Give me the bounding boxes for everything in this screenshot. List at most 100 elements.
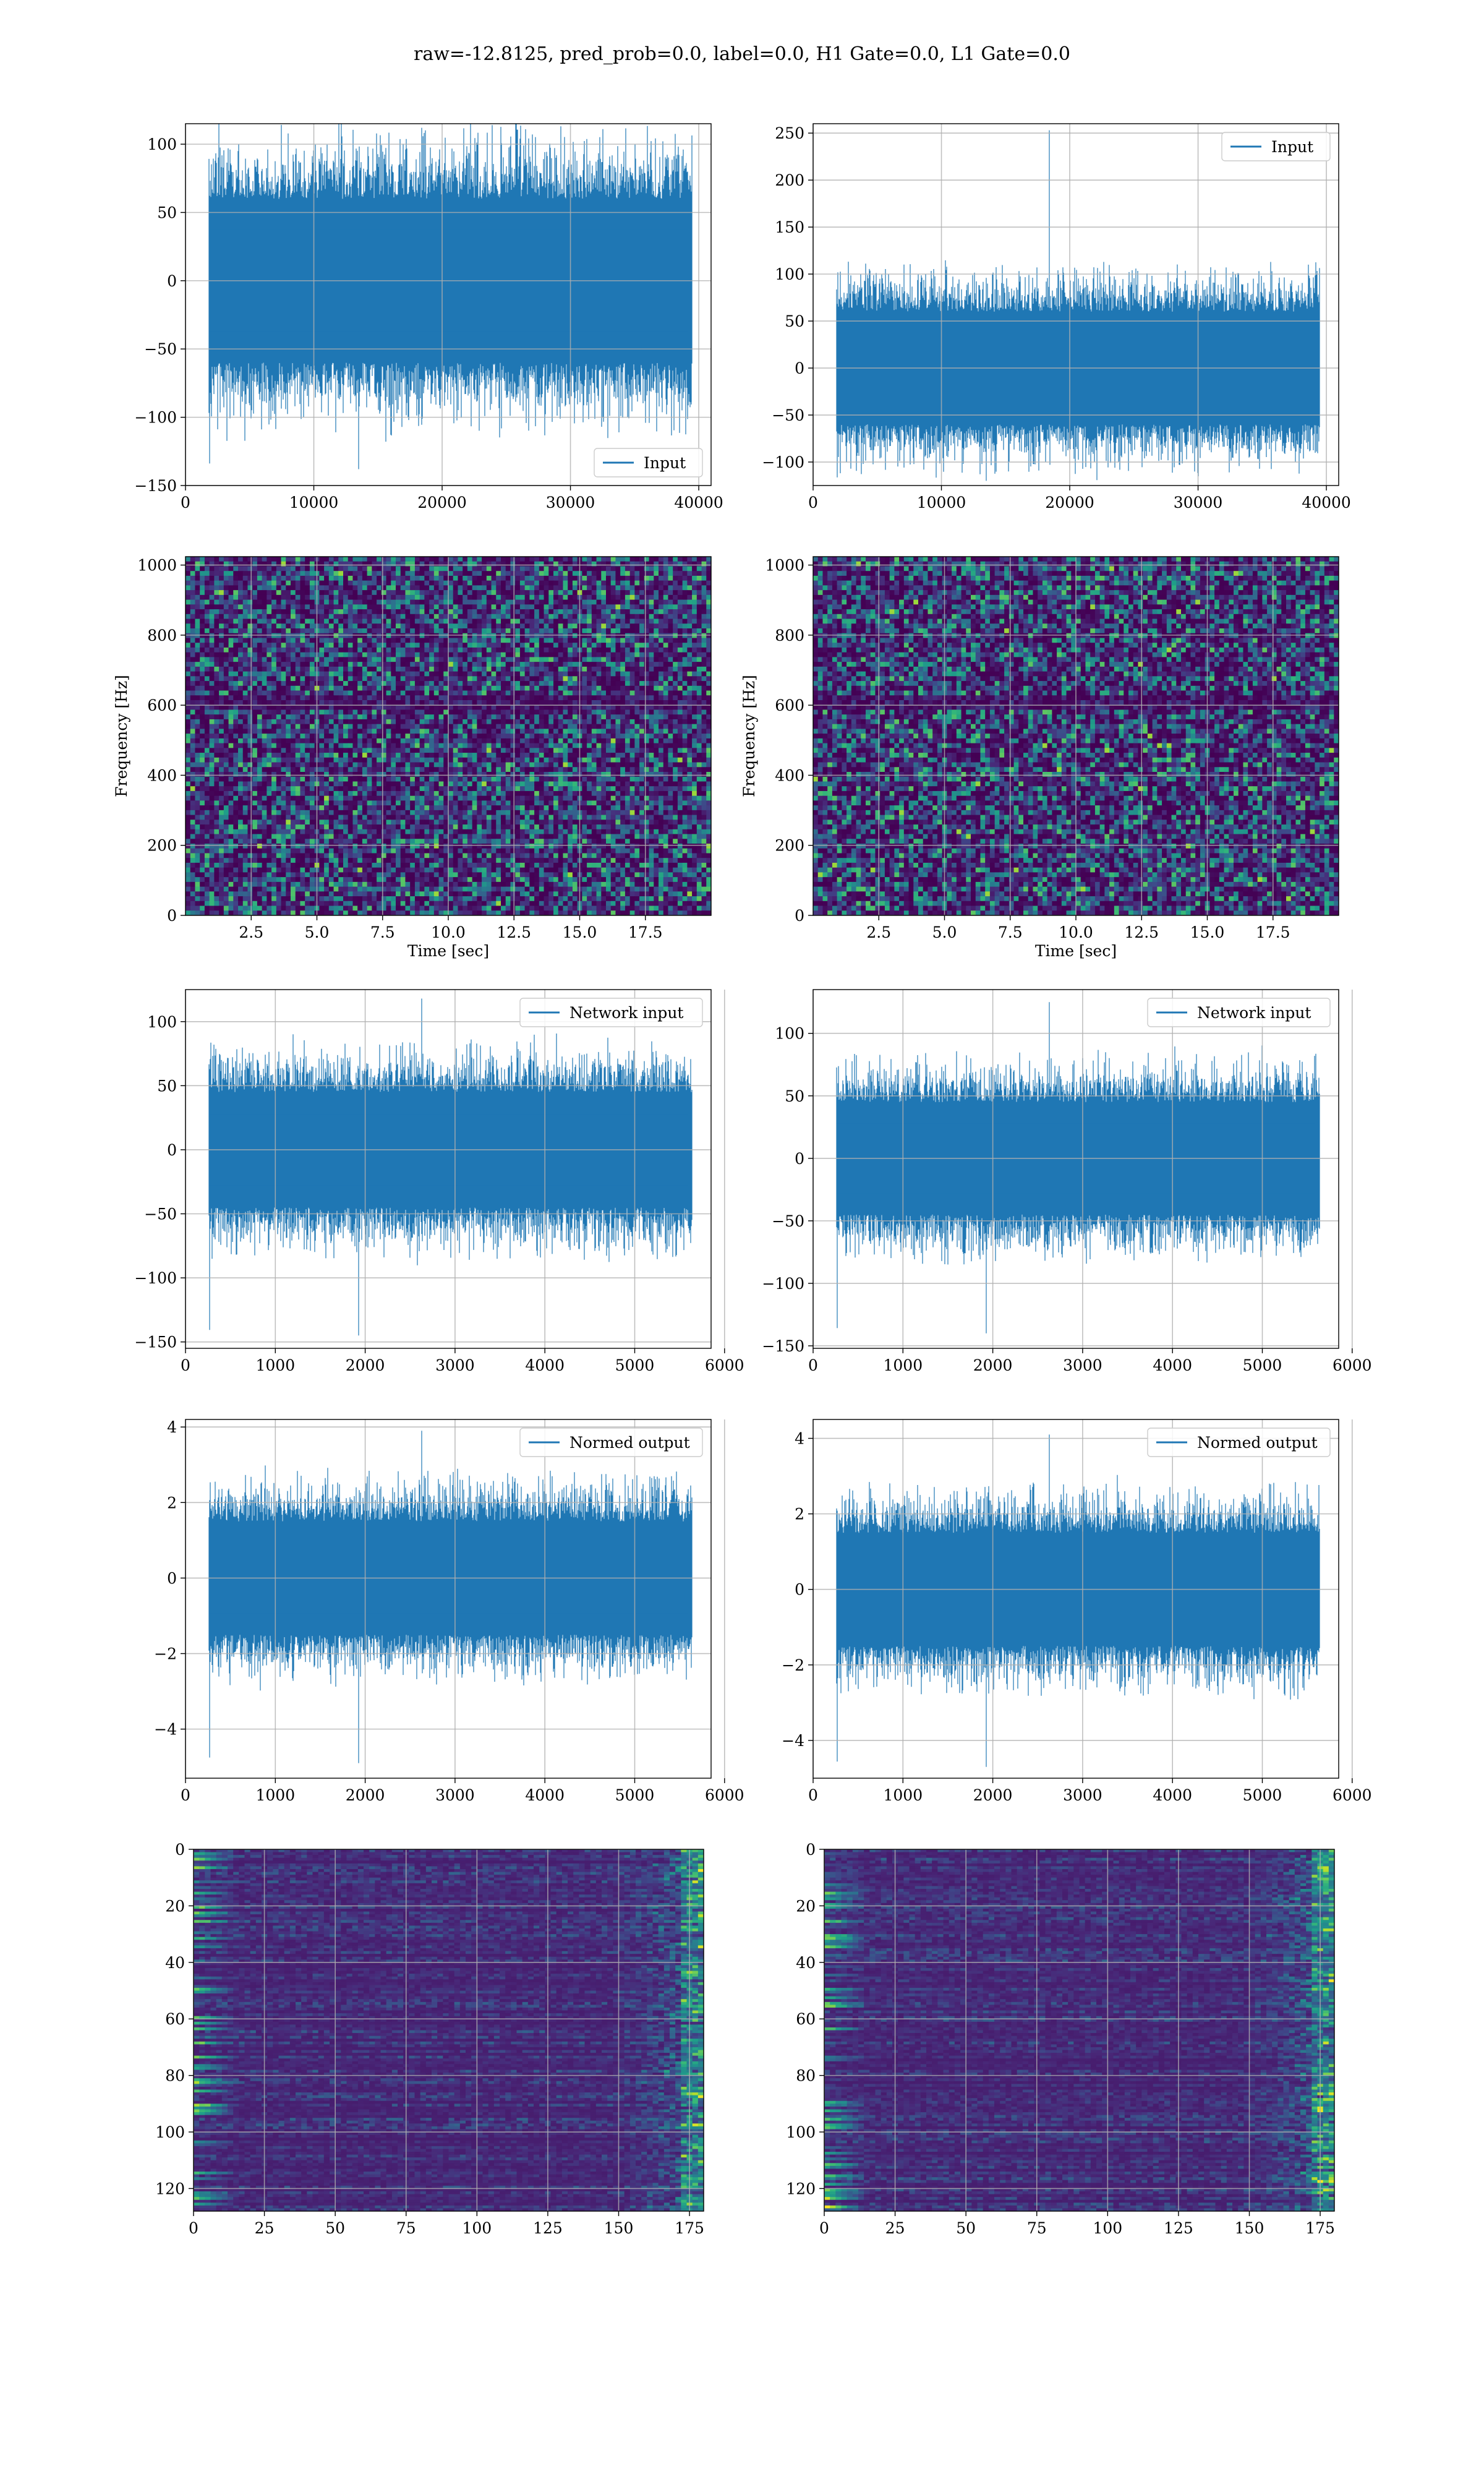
x-tick-label: 0 <box>181 1356 190 1374</box>
legend: Network input <box>519 998 703 1027</box>
axes-frame <box>812 1419 1339 1779</box>
y-tick-label: 4 <box>795 1430 804 1448</box>
plot-area <box>836 130 1320 481</box>
y-tick-label: −150 <box>134 1333 177 1351</box>
axes-frame <box>812 123 1339 486</box>
plot-area <box>208 124 693 469</box>
x-tick-label: 0 <box>181 494 190 511</box>
x-tick-label: 2000 <box>346 1786 385 1804</box>
y-tick-label: 0 <box>795 359 804 377</box>
x-tick-label: 15.0 <box>1190 923 1225 941</box>
x-tick-label: 2.5 <box>239 923 263 941</box>
y-tick-label: 200 <box>147 837 177 855</box>
axes-frame <box>193 1849 704 2212</box>
x-tick-label: 40000 <box>1302 494 1351 511</box>
x-tick-label: 75 <box>1027 2219 1047 2237</box>
x-tick-label: 15.0 <box>563 923 597 941</box>
y-tick-label: 50 <box>785 312 804 330</box>
axes-1: 0 10000 20000 30000 40000 −150 −100 −50 0 50 100 In… <box>134 123 723 511</box>
x-tick-label: 5.0 <box>305 923 330 941</box>
axes-frame <box>185 1419 712 1779</box>
y-tick-label: 0 <box>795 1150 804 1168</box>
y-tick-label: 0 <box>806 1841 816 1859</box>
x-tick-label: 50 <box>956 2219 976 2237</box>
x-tick-label: 10.0 <box>431 923 466 941</box>
x-tick-label: 1000 <box>883 1356 923 1374</box>
x-tick-label: 4000 <box>1153 1786 1192 1804</box>
x-tick-label: 3000 <box>1063 1786 1102 1804</box>
y-tick-label: 0 <box>167 907 177 925</box>
y-tick-label: 0 <box>795 1581 804 1599</box>
y-tick-label: −50 <box>772 406 804 424</box>
legend: Network input <box>1147 998 1331 1027</box>
y-tick-label: −2 <box>154 1645 177 1663</box>
plot-area <box>813 557 1339 915</box>
axes-3: 2.5 5.0 7.5 10.0 12.5 15.0 17.5 0 200 400 600 800 10… <box>113 556 712 960</box>
y-tick-label: −4 <box>154 1721 177 1739</box>
y-tick-label: 0 <box>175 1841 185 1859</box>
y-tick-label: −50 <box>772 1212 804 1230</box>
legend-label: Input <box>1271 138 1313 156</box>
x-tick-label: 100 <box>462 2219 492 2237</box>
axes-frame <box>812 989 1339 1349</box>
x-tick-label: 20000 <box>1045 494 1094 511</box>
x-tick-label: 5000 <box>1243 1786 1282 1804</box>
plot-area <box>186 557 711 915</box>
y-tick-label: 600 <box>775 696 804 714</box>
y-tick-label: 100 <box>775 1025 804 1043</box>
y-tick-label: 60 <box>165 2010 185 2028</box>
y-tick-label: −2 <box>782 1656 804 1674</box>
legend-label: Network input <box>1197 1004 1311 1022</box>
x-tick-label: 6000 <box>705 1786 744 1804</box>
y-tick-label: −100 <box>134 409 177 427</box>
x-tick-label: 5000 <box>615 1786 655 1804</box>
y-tick-label: 100 <box>775 265 804 283</box>
x-tick-label: 10000 <box>289 494 339 511</box>
y-tick-label: 0 <box>167 1141 177 1159</box>
x-axis-label: Time [sec] <box>407 942 489 960</box>
y-tick-label: −50 <box>144 1205 177 1223</box>
x-tick-label: 1000 <box>255 1786 295 1804</box>
axes-frame <box>185 989 712 1349</box>
x-tick-label: 0 <box>819 2219 829 2237</box>
x-tick-label: 6000 <box>705 1356 744 1374</box>
x-tick-label: 1000 <box>883 1786 923 1804</box>
y-tick-label: −100 <box>762 453 804 471</box>
y-tick-label: 100 <box>786 2123 816 2141</box>
x-tick-label: 2000 <box>973 1356 1013 1374</box>
x-tick-label: 17.5 <box>1256 923 1290 941</box>
x-tick-label: 5000 <box>1243 1356 1282 1374</box>
y-tick-label: −4 <box>782 1732 804 1750</box>
axes-10: 0 25 50 75 100 125 150 175 0 20 40 60 80 100 120 <box>786 1841 1335 2237</box>
y-tick-label: 800 <box>147 627 177 644</box>
legend: Input <box>1221 132 1331 161</box>
y-tick-label: 200 <box>775 171 804 189</box>
y-tick-label: 600 <box>147 696 177 714</box>
x-tick-label: 50 <box>325 2219 345 2237</box>
legend-box <box>594 448 703 477</box>
x-tick-label: 4000 <box>525 1356 565 1374</box>
legend-box <box>1221 132 1331 161</box>
x-tick-label: 0 <box>808 494 818 511</box>
y-tick-label: 40 <box>165 1954 185 1972</box>
series-line-input <box>836 130 1320 481</box>
y-tick-label: −100 <box>134 1269 177 1287</box>
y-tick-label: 40 <box>796 1954 816 1972</box>
x-tick-label: 7.5 <box>998 923 1023 941</box>
x-tick-label: 4000 <box>1153 1356 1192 1374</box>
x-tick-label: 2000 <box>973 1786 1013 1804</box>
x-tick-label: 150 <box>604 2219 634 2237</box>
axes-frame <box>185 123 712 486</box>
figure-suptitle: raw=-12.8125, pred_prob=0.0, label=0.0, … <box>0 43 1484 65</box>
x-tick-label: 30000 <box>546 494 595 511</box>
x-tick-label: 3000 <box>435 1356 475 1374</box>
legend-box <box>1147 998 1331 1027</box>
x-tick-label: 3000 <box>1063 1356 1102 1374</box>
axes-4: 2.5 5.0 7.5 10.0 12.5 15.0 17.5 0 200 400 600 800 10… <box>740 556 1339 960</box>
x-tick-label: 0 <box>181 1786 190 1804</box>
legend-label: Normed output <box>569 1434 690 1452</box>
legend: Input <box>594 448 703 477</box>
legend-box <box>1147 1427 1331 1457</box>
y-tick-label: 80 <box>796 2067 816 2085</box>
